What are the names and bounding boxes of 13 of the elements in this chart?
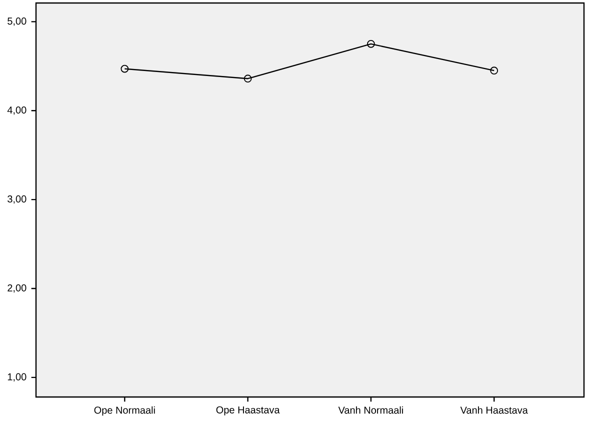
point	[120, 64, 129, 73]
y-tick-label: 1,00	[8, 373, 26, 382]
x-tick-label: Ope Haastava	[216, 406, 280, 416]
point	[490, 66, 498, 75]
point	[244, 74, 252, 83]
y-tick-label: 3,00	[8, 195, 26, 204]
point	[367, 40, 375, 48]
x-tick-label: Vanh Normaali	[338, 406, 403, 414]
x-tick-label: Vanh Haastava	[460, 406, 528, 414]
y-tick-label: 5,00	[8, 18, 26, 26]
y-tick-label: 2,00	[8, 284, 26, 293]
x-tick-label: Ope Normaali	[94, 406, 155, 416]
y-tick-label: 4,00	[7, 106, 26, 115]
